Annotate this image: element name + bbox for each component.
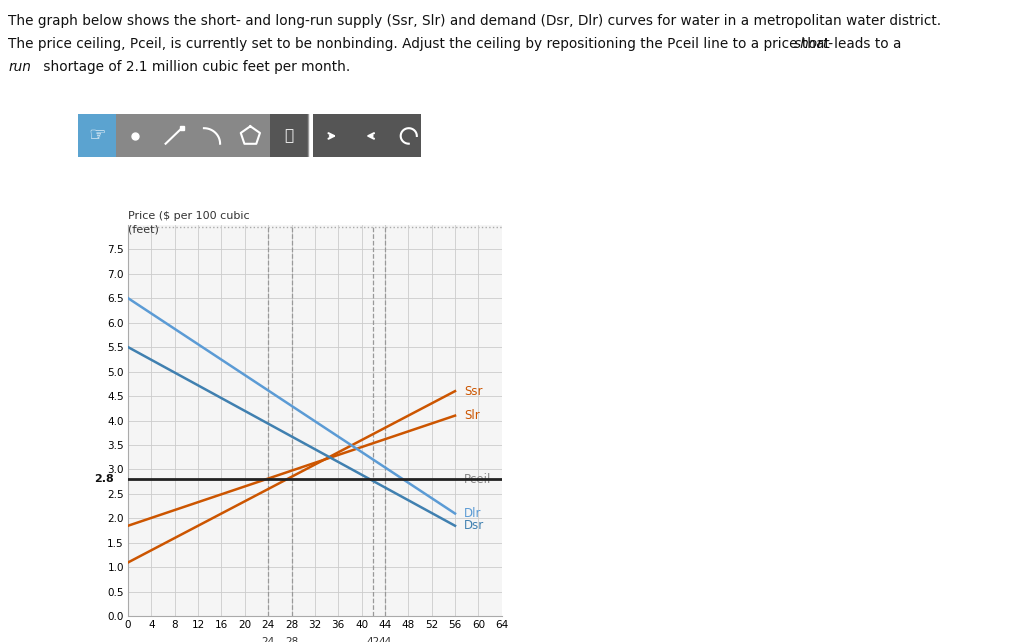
Text: Slr: Slr [464, 409, 479, 422]
Bar [231, 114, 269, 157]
Text: Dlr: Dlr [464, 507, 481, 520]
Text: 28: 28 [285, 637, 298, 642]
Text: Pceil: Pceil [464, 473, 492, 486]
Text: The price ceiling, Pceil, is currently set to be nonbinding. Adjust the ceiling : The price ceiling, Pceil, is currently s… [8, 37, 906, 51]
Text: 🏷: 🏷 [284, 128, 293, 143]
Bar [389, 114, 428, 157]
Text: The graph below shows the short- and long-run supply (Ssr, Slr) and demand (Dsr,: The graph below shows the short- and lon… [8, 14, 941, 28]
Text: Ssr: Ssr [464, 385, 482, 397]
Text: ☞: ☞ [88, 126, 105, 146]
Bar [269, 114, 308, 157]
Bar [193, 114, 231, 157]
Text: short-: short- [794, 37, 834, 51]
Text: run: run [8, 60, 31, 74]
Text: 24: 24 [261, 637, 274, 642]
Text: 2.8: 2.8 [93, 474, 114, 484]
Text: 44: 44 [378, 637, 391, 642]
Bar [78, 114, 116, 157]
Text: Price ($ per 100 cubic: Price ($ per 100 cubic [128, 211, 250, 221]
Bar [116, 114, 155, 157]
Text: (feet): (feet) [128, 225, 159, 234]
Bar [351, 114, 389, 157]
Bar [155, 114, 193, 157]
Text: 42: 42 [367, 637, 380, 642]
Text: shortage of 2.1 million cubic feet per month.: shortage of 2.1 million cubic feet per m… [39, 60, 350, 74]
Text: Dsr: Dsr [464, 519, 484, 532]
Bar [313, 114, 351, 157]
